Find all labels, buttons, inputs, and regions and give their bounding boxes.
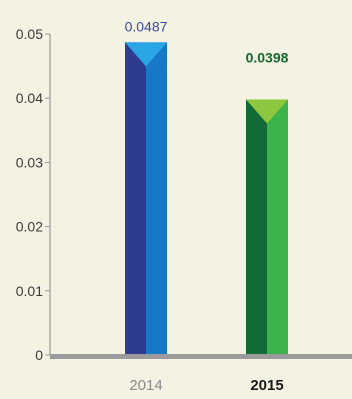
bars — [125, 42, 288, 355]
bar-2015-right — [267, 99, 288, 355]
y-tick-label: 0.05 — [16, 26, 43, 42]
data-label-2015: 0.0398 — [246, 49, 289, 65]
data-labels: 0.0487 0.0398 — [125, 18, 289, 65]
y-tick-label: 0 — [35, 347, 43, 363]
bar-2014-right — [146, 42, 167, 355]
category-labels: 2014 2015 — [129, 377, 283, 394]
x-tick-label-2015: 2015 — [250, 377, 283, 394]
bar-2015-left — [246, 99, 267, 355]
x-tick-label-2014: 2014 — [129, 377, 162, 394]
bar-2014-left — [125, 42, 146, 355]
bar-2014-cap — [125, 42, 167, 67]
y-tick-label: 0.03 — [16, 154, 43, 170]
y-tick-label: 0.02 — [16, 219, 43, 235]
y-axis: 0 0.01 0.02 0.03 0.04 0.05 — [16, 26, 51, 363]
y-tick-label: 0.01 — [16, 283, 43, 299]
x-axis — [50, 354, 352, 359]
y-tick-label: 0.04 — [16, 90, 43, 106]
x-axis-baseline — [50, 354, 352, 359]
data-label-2014: 0.0487 — [125, 18, 168, 34]
bar-2015-cap — [246, 99, 288, 124]
